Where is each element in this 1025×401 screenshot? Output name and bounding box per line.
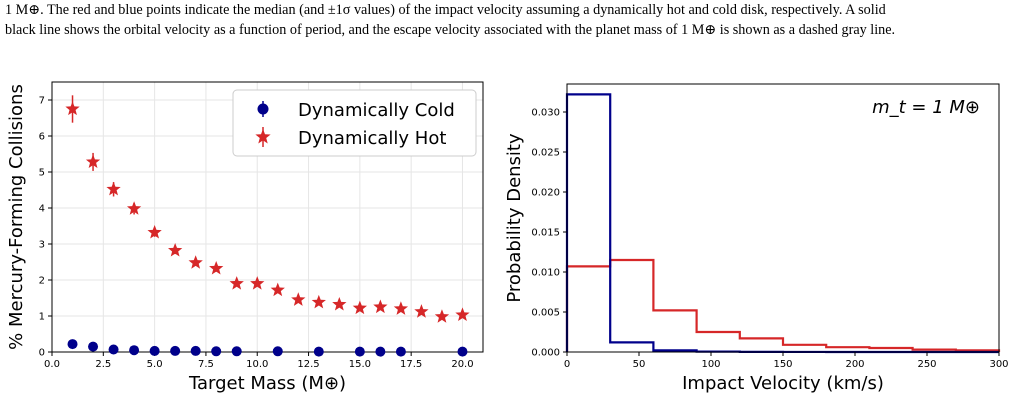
x-tick-label: 10.0 <box>246 359 268 370</box>
data-point-cold <box>354 346 365 357</box>
y-tick-label: 7 <box>39 96 45 107</box>
y-tick-label: 5 <box>39 168 45 179</box>
data-point-cold <box>395 346 406 357</box>
data-point-hot <box>250 276 265 290</box>
data-point-cold <box>67 339 78 350</box>
x-tick-label: 250 <box>917 359 936 370</box>
x-tick-label: 200 <box>845 359 864 370</box>
data-point-cold <box>457 346 468 357</box>
x-tick-label: 2.5 <box>95 359 111 370</box>
data-point-hot <box>85 154 101 168</box>
data-point-hot <box>126 201 142 215</box>
legend-box <box>232 89 477 157</box>
data-point-hot <box>352 300 367 315</box>
y-axis-label: Probability Density <box>504 133 525 303</box>
data-point-cold <box>190 345 201 356</box>
x-tick-label: 0.0 <box>44 359 60 370</box>
data-point-cold <box>108 344 119 355</box>
data-point-hot <box>373 299 388 314</box>
data-point-hot <box>229 276 244 290</box>
data-point-hot <box>332 296 347 311</box>
y-tick-label: 0.025 <box>531 148 560 159</box>
left-scatter-plot: 0.0 2.5 5.0 7.5 10.0 12.5 15.0 17.5 20.0 0 1 2 3 4 5 6 7… <box>6 81 484 394</box>
y-tick-label: 1 <box>39 312 45 323</box>
data-point-cold <box>375 346 386 357</box>
x-tick-label: 50 <box>633 359 646 370</box>
x-axis-label: Impact Velocity (km/s) <box>682 373 884 394</box>
y-tick-label: 2 <box>39 276 45 287</box>
legend-marker-cold <box>257 103 269 115</box>
data-point-hot <box>147 224 162 239</box>
histogram-hot <box>565 258 1001 352</box>
annotation-target-mass: m_t = 1 M⊕ <box>872 97 980 118</box>
x-tick-label: 7.5 <box>198 359 214 370</box>
x-tick-label: 5.0 <box>147 359 163 370</box>
data-point-cold <box>313 346 324 357</box>
data-point-cold <box>231 346 242 357</box>
axes-frame <box>566 83 1000 353</box>
y-tick-label: 0 <box>39 348 45 359</box>
y-tick-label: 0.005 <box>531 308 560 319</box>
caption-line-1: 1 M⊕. The red and blue points indicate t… <box>5 2 886 18</box>
y-axis-label: % Mercury-Forming Collisions <box>6 84 27 350</box>
data-point-hot <box>209 260 224 275</box>
data-point-hot <box>393 301 409 315</box>
x-tick-label: 12.5 <box>297 359 319 370</box>
data-point-hot <box>434 309 450 323</box>
data-point-hot <box>65 101 80 116</box>
x-axis-label: Target Mass (M⊕) <box>188 373 346 394</box>
x-tick-label: 150 <box>773 359 792 370</box>
legend-marker-hot <box>255 129 271 144</box>
data-point-cold <box>272 346 283 357</box>
y-tick-label: 0.010 <box>531 268 560 279</box>
right-histogram-plot: 0 50 100 150 200 250 300 0.000 0.005 0.010 0.015 0.… <box>504 83 1009 394</box>
figure-caption: 1 M⊕. The red and blue points indicate t… <box>5 0 1020 40</box>
caption-line-2: black line shows the orbital velocity as… <box>5 22 896 38</box>
y-tick-label: 0.015 <box>531 228 560 239</box>
histogram-cold <box>565 93 999 354</box>
y-tick-label: 3 <box>39 240 45 251</box>
data-point-cold <box>170 345 181 356</box>
data-point-hot <box>106 181 121 196</box>
y-tick-label: 0.000 <box>531 348 560 359</box>
data-point-hot <box>168 242 183 257</box>
legend: Dynamically Cold Dynamically Hot <box>232 89 477 157</box>
y-tick-label: 0.030 <box>531 108 560 119</box>
y-tick-label: 0.020 <box>531 188 560 199</box>
data-point-hot <box>455 307 470 321</box>
data-point-hot <box>311 294 326 309</box>
y-tick-label: 4 <box>39 204 45 215</box>
legend-label-cold: Dynamically Cold <box>298 100 455 121</box>
data-point-cold <box>149 345 160 356</box>
data-point-hot <box>291 292 306 306</box>
x-tick-label: 17.5 <box>400 359 422 370</box>
x-tick-label: 100 <box>701 359 720 370</box>
x-tick-label: 20.0 <box>451 359 473 370</box>
x-tick-label: 0 <box>564 359 570 370</box>
x-tick-label: 15.0 <box>349 359 371 370</box>
y-tick-label: 6 <box>39 132 45 143</box>
legend-label-hot: Dynamically Hot <box>298 128 446 149</box>
data-point-cold <box>211 346 222 357</box>
data-point-hot <box>188 255 203 269</box>
data-point-hot <box>270 282 285 297</box>
axes-frame <box>51 81 484 353</box>
data-point-hot <box>414 304 429 318</box>
x-tick-label: 300 <box>989 359 1008 370</box>
data-point-cold <box>88 341 99 352</box>
data-point-cold <box>129 345 140 356</box>
